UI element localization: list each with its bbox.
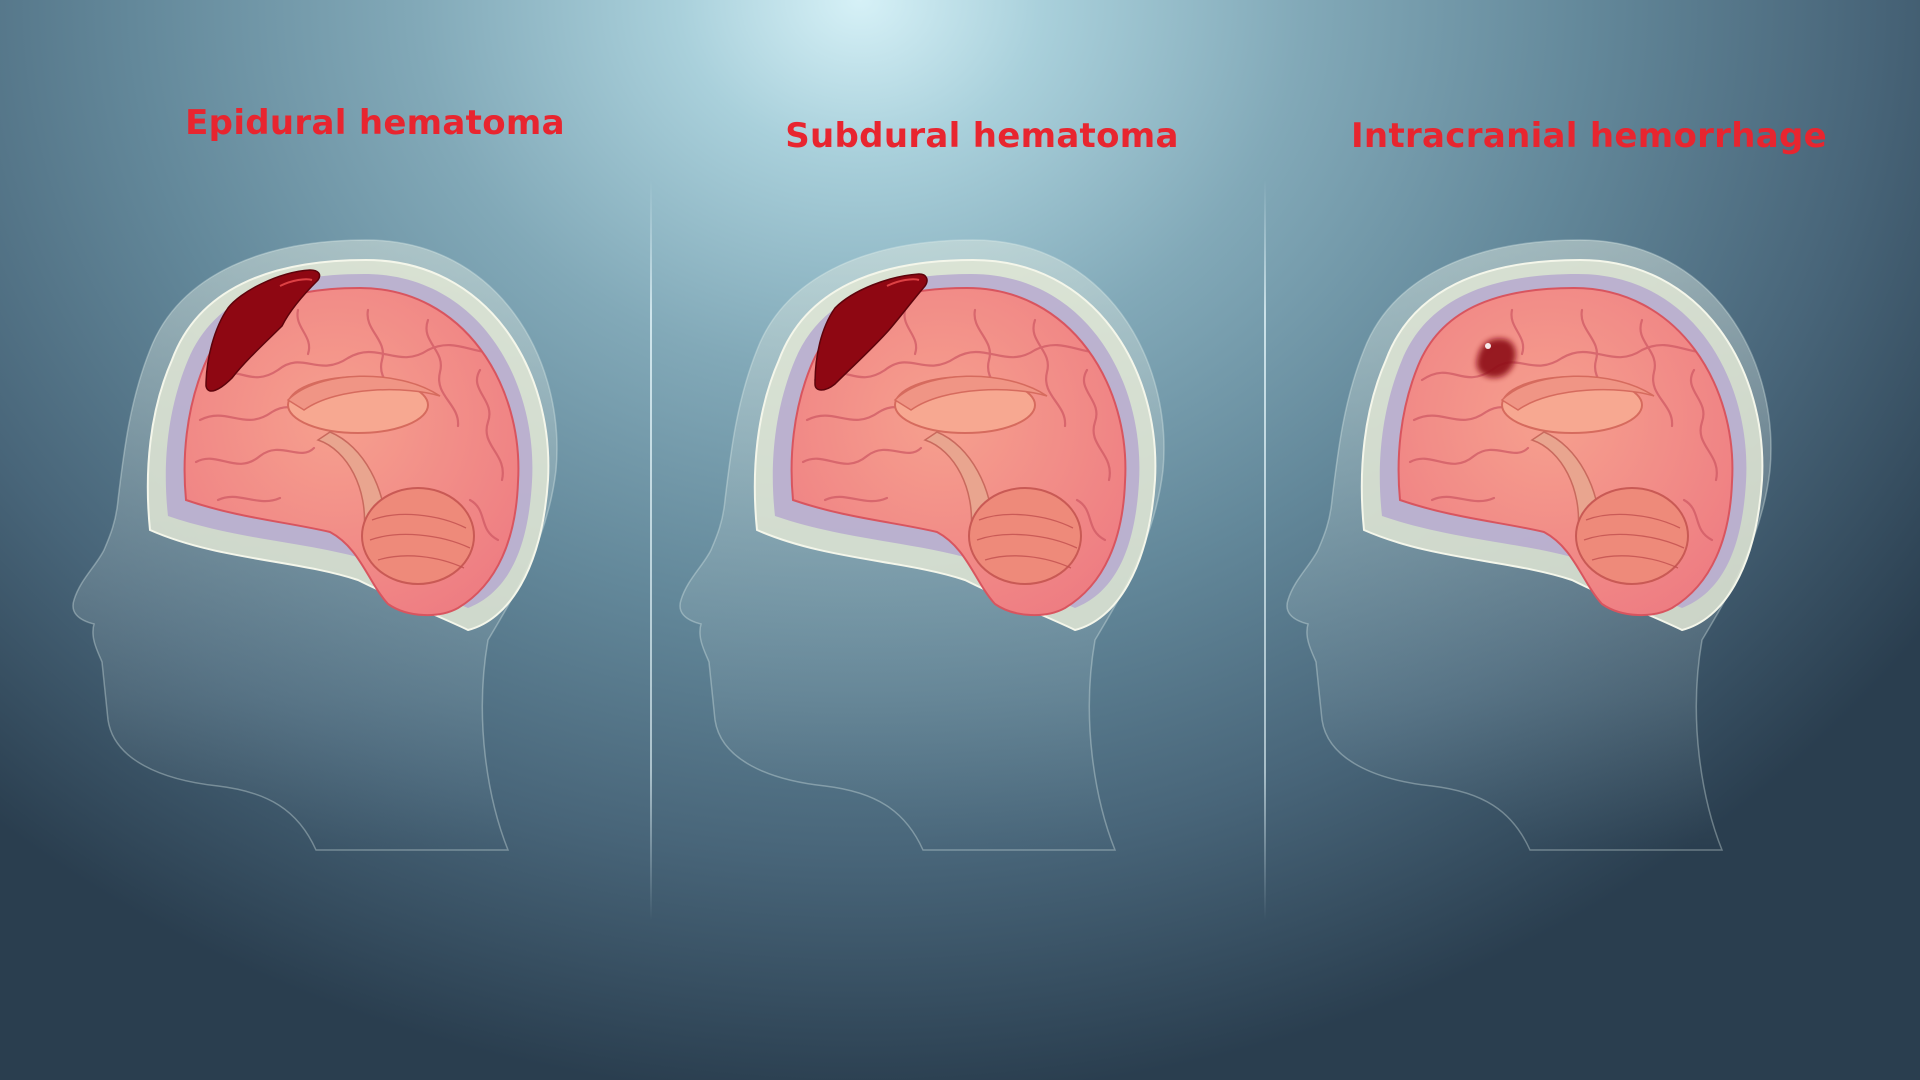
gyrus-fold bbox=[1420, 344, 1720, 382]
cerebellum-fold bbox=[371, 513, 467, 529]
head-cross-section-illustration bbox=[1286, 239, 1772, 851]
gyrus-fold bbox=[216, 495, 282, 503]
panel-title: Epidural hematoma bbox=[185, 103, 565, 143]
bleed-highlight bbox=[279, 278, 313, 287]
cerebellum-fold bbox=[1591, 555, 1679, 569]
panel-title: Subdural hematoma bbox=[785, 116, 1179, 156]
corpus-callosum bbox=[893, 375, 1048, 411]
gyrus-fold bbox=[1075, 498, 1107, 542]
cerebellum bbox=[1575, 487, 1689, 585]
brain-folds bbox=[194, 308, 506, 542]
panel-divider bbox=[650, 180, 652, 920]
gyrus-fold bbox=[801, 446, 923, 465]
head-cross-section-illustration bbox=[72, 239, 558, 851]
cerebellum-folds bbox=[1583, 513, 1685, 569]
cerebellum-fold bbox=[984, 555, 1072, 569]
cerebellum-fold bbox=[369, 533, 471, 549]
gyrus-fold bbox=[903, 308, 918, 356]
bleed-highlight bbox=[886, 278, 920, 287]
gyrus-fold bbox=[194, 446, 316, 465]
gyrus-fold bbox=[1510, 308, 1525, 356]
cerebellum-folds bbox=[369, 513, 471, 569]
gyrus-fold bbox=[475, 368, 504, 482]
epidural-hematoma bbox=[205, 269, 321, 392]
brain-folds bbox=[801, 308, 1113, 542]
cerebellum-folds bbox=[976, 513, 1078, 569]
gyrus-fold bbox=[425, 318, 460, 428]
gyrus-fold bbox=[1032, 318, 1067, 428]
corpus-callosum bbox=[286, 375, 441, 411]
gyrus-fold bbox=[1682, 498, 1714, 542]
panel-title: Intracranial hemorrhage bbox=[1350, 116, 1827, 156]
panel-divider bbox=[1264, 180, 1266, 920]
cerebellum-fold bbox=[1585, 513, 1681, 529]
panel-intracranial-hemorrhage: Intracranial hemorrhage bbox=[1282, 0, 1896, 1080]
gyrus-fold bbox=[1689, 368, 1718, 482]
gyrus-fold bbox=[468, 498, 500, 542]
gyrus-fold bbox=[206, 344, 506, 382]
gyrus-fold bbox=[813, 344, 1113, 382]
cerebellum-fold bbox=[377, 555, 465, 569]
corpus-callosum bbox=[1500, 375, 1655, 411]
bleed-highlight bbox=[1485, 343, 1491, 349]
panel-epidural-hematoma: Epidural hematoma bbox=[68, 0, 682, 1080]
subdural-hematoma bbox=[814, 273, 928, 391]
cerebellum-fold bbox=[1583, 533, 1685, 549]
gyrus-fold bbox=[296, 308, 311, 356]
head-cross-section-illustration bbox=[679, 239, 1165, 851]
gyrus-fold bbox=[1082, 368, 1111, 482]
cerebellum bbox=[361, 487, 475, 585]
cerebellum bbox=[968, 487, 1082, 585]
gyrus-fold bbox=[1408, 446, 1530, 465]
panel-subdural-hematoma: Subdural hematoma bbox=[675, 0, 1289, 1080]
gyrus-fold bbox=[823, 495, 889, 503]
gyrus-fold bbox=[1430, 495, 1496, 503]
cerebellum-fold bbox=[976, 533, 1078, 549]
cerebellum-fold bbox=[978, 513, 1074, 529]
gyrus-fold bbox=[1639, 318, 1674, 428]
